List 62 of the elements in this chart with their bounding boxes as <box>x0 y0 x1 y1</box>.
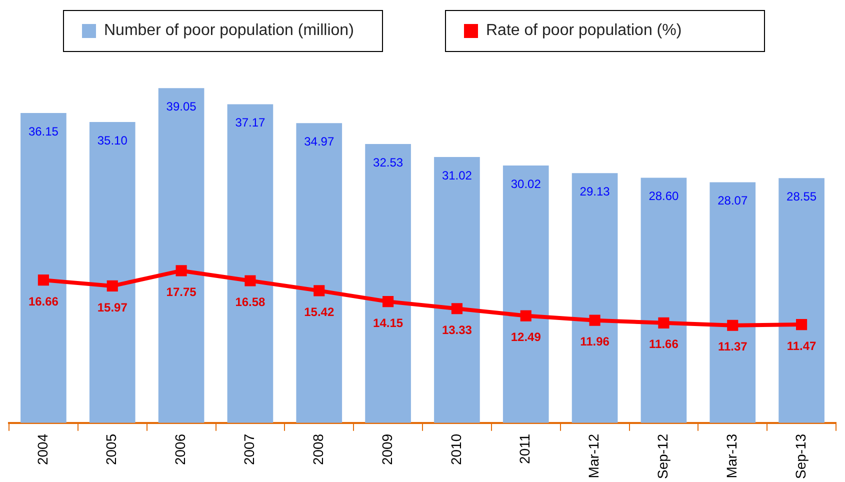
data-label: 28.55 <box>786 189 817 204</box>
x-tick-label: 2009 <box>378 434 395 466</box>
bar <box>502 166 549 423</box>
x-tick-label: 2011 <box>516 434 533 464</box>
bar <box>227 104 274 423</box>
data-label: 32.53 <box>373 155 404 170</box>
data-label: 16.58 <box>235 295 266 310</box>
bar <box>158 88 204 423</box>
point <box>244 275 256 286</box>
x-tick-label: 2005 <box>103 434 120 466</box>
data-label: 15.97 <box>97 300 128 314</box>
data-label: 36.15 <box>28 124 59 138</box>
point <box>727 320 738 331</box>
data-label: 16.66 <box>28 294 59 308</box>
data-label: 31.02 <box>442 168 472 182</box>
x-tick-label: 2010 <box>448 434 464 466</box>
data-label: 17.75 <box>166 285 197 300</box>
data-label: 30.02 <box>510 176 542 191</box>
x-tick-label: Mar-12 <box>586 434 602 478</box>
data-label: 12.49 <box>510 330 542 344</box>
point <box>451 303 462 314</box>
point <box>314 285 325 296</box>
data-label: 11.96 <box>580 334 610 349</box>
point <box>796 319 808 330</box>
bar <box>778 178 824 423</box>
data-label: 34.97 <box>304 134 334 148</box>
data-label: 29.13 <box>580 184 610 198</box>
bar <box>296 123 342 423</box>
point <box>589 314 600 326</box>
x-tick-label: Sep-13 <box>792 434 808 480</box>
bar <box>365 144 411 423</box>
point <box>520 310 532 322</box>
legend-label: Number of poor population (million) <box>104 22 354 40</box>
data-label: 39.05 <box>166 99 197 114</box>
x-tick-label: 2004 <box>34 434 50 466</box>
bar <box>89 122 136 423</box>
point <box>176 265 187 276</box>
data-label: 13.33 <box>442 322 472 337</box>
x-tick-label: 2007 <box>241 434 258 466</box>
x-tick-label: 2008 <box>310 434 326 466</box>
data-label: 14.15 <box>373 316 404 330</box>
data-label: 11.66 <box>649 337 679 352</box>
data-label: 28.60 <box>648 189 680 204</box>
bar <box>572 173 618 423</box>
bar <box>20 113 66 423</box>
point <box>382 296 394 308</box>
data-label: 11.47 <box>786 338 817 353</box>
point <box>38 274 49 286</box>
point <box>106 280 118 292</box>
x-tick-label: 2006 <box>172 434 188 466</box>
x-tick-label: Sep-12 <box>654 434 671 480</box>
bar <box>640 178 687 423</box>
bar <box>434 156 480 423</box>
data-label: 35.10 <box>97 133 128 148</box>
data-label: 28.07 <box>718 194 748 208</box>
x-tick-label: Mar-13 <box>723 434 740 478</box>
data-label: 37.17 <box>235 116 266 130</box>
bar <box>710 182 756 423</box>
data-label: 11.37 <box>718 340 748 354</box>
point <box>658 317 670 328</box>
legend-label: Rate of poor population (%) <box>486 22 682 40</box>
data-label: 15.42 <box>304 304 334 319</box>
